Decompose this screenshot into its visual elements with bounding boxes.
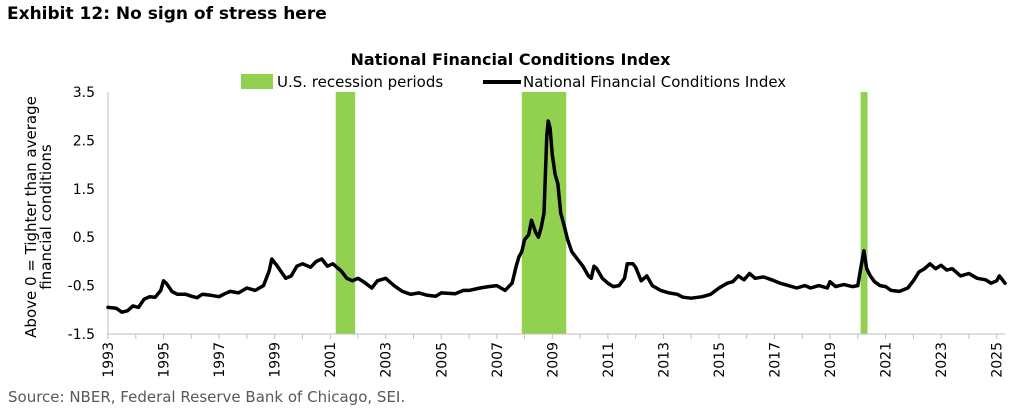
x-tick-label: 1997 — [212, 342, 228, 378]
x-tick-label: 2007 — [490, 342, 506, 378]
y-tick-label: 3.5 — [73, 85, 95, 101]
recession-bar-1 — [335, 92, 356, 334]
series-line-nfci — [106, 119, 1007, 314]
x-tick-label: 2015 — [712, 342, 728, 378]
exhibit-title: Exhibit 12: No sign of stress here — [7, 4, 327, 24]
x-tick-label: 2011 — [601, 342, 617, 378]
legend-swatch-recession — [241, 74, 273, 89]
y-axis-label: Above 0 = Tighter than averagefinancial … — [22, 96, 55, 338]
x-tick-label: 2019 — [823, 342, 839, 378]
chart-title: National Financial Conditions Index — [350, 50, 671, 69]
series-layer — [106, 119, 1007, 314]
chart-axes: 3.5 2.5 1.5 0.5 -0.5 -1.5 1993 1995 1997 1999 2001… — [68, 85, 1006, 378]
x-tick-label: 2003 — [379, 342, 395, 378]
chart-legend: U.S. recession periods National Financial… — [241, 73, 786, 91]
x-tick-label: 2023 — [934, 342, 950, 378]
x-tick-label: 2017 — [768, 342, 784, 378]
x-tick-label: 2025 — [990, 342, 1006, 378]
recession-bars — [335, 92, 868, 334]
legend-label-nfci: National Financial Conditions Index — [523, 73, 786, 91]
x-tick-label: 2009 — [545, 342, 561, 378]
x-tick-label: 1995 — [157, 342, 173, 378]
source-note: Source: NBER, Federal Reserve Bank of Ch… — [8, 388, 406, 406]
x-tick-label: 1993 — [101, 342, 117, 378]
legend-label-recession: U.S. recession periods — [277, 73, 443, 91]
y-tick-label: 1.5 — [73, 182, 95, 198]
x-tick-label: 1999 — [268, 342, 284, 378]
x-tick-label: 2021 — [879, 342, 895, 378]
x-tick-label: 2001 — [323, 342, 339, 378]
y-tick-label: 0.5 — [73, 230, 95, 246]
recession-bar-3 — [860, 92, 868, 334]
x-tick-label: 2013 — [656, 342, 672, 378]
x-tick-label: 2005 — [434, 342, 450, 378]
y-tick-label: -0.5 — [68, 279, 95, 295]
y-tick-label: -1.5 — [68, 327, 95, 343]
y-tick-label: 2.5 — [73, 133, 95, 149]
